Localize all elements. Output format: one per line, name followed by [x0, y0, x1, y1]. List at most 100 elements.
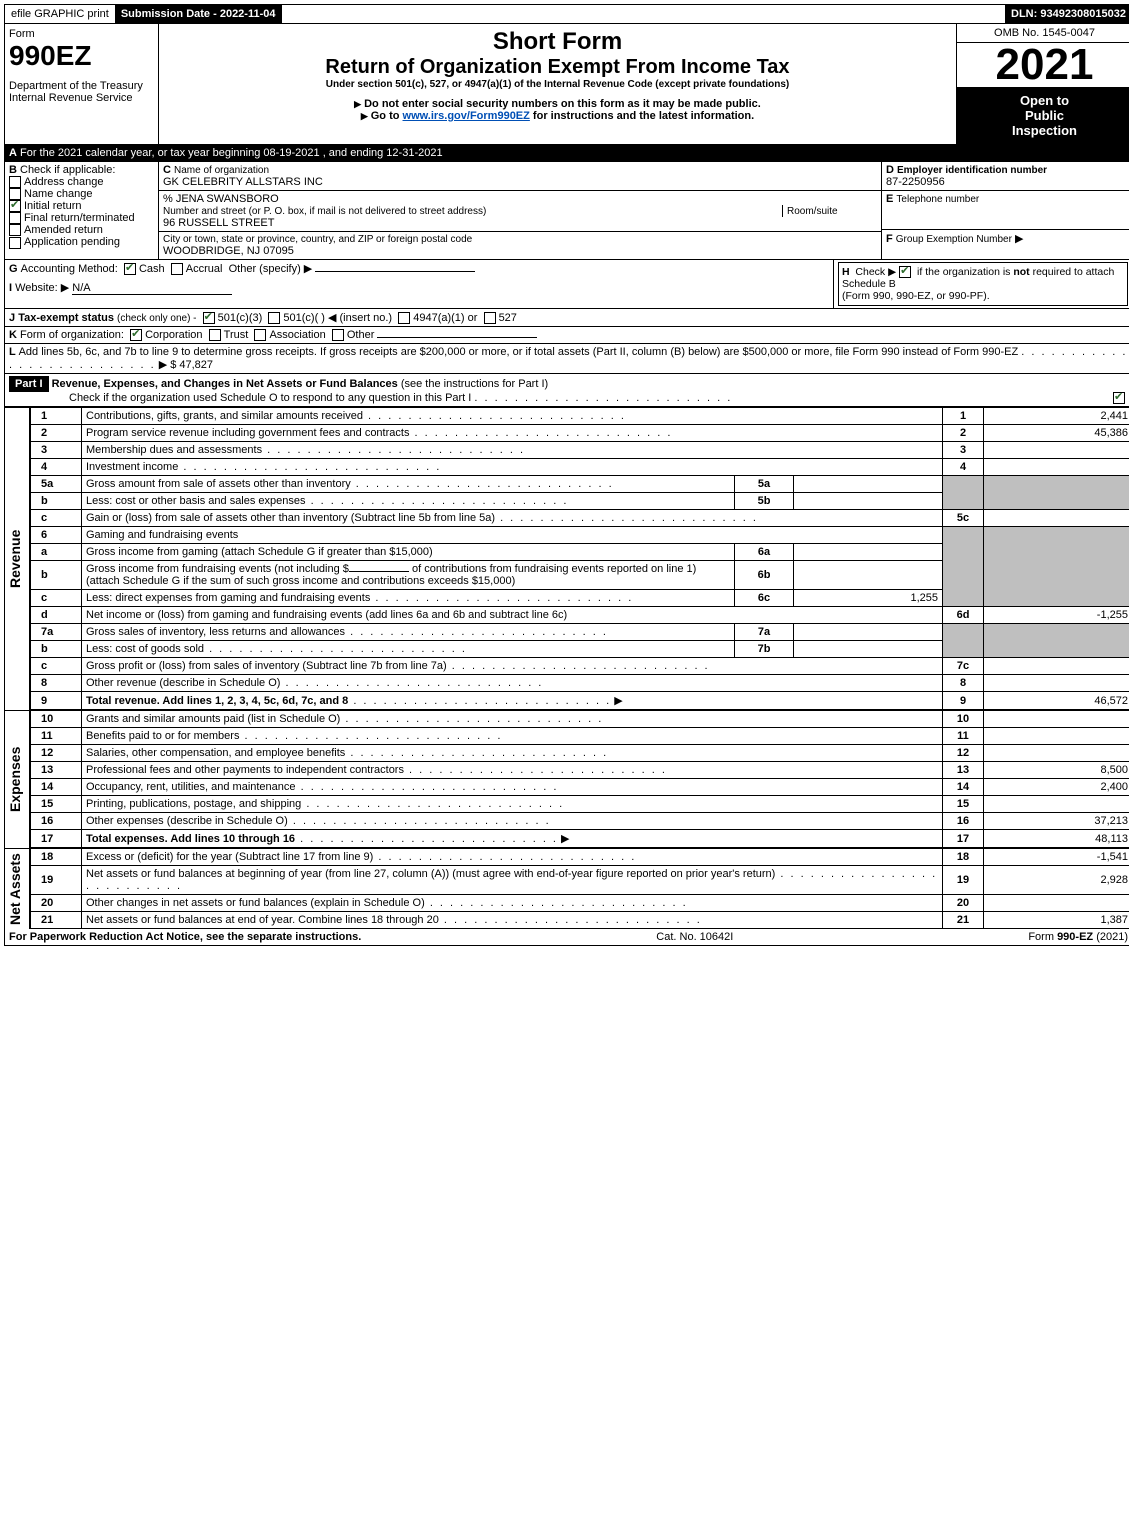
l6-shaded-num: [943, 527, 984, 607]
part1-badge: Part I: [9, 376, 49, 392]
l13-val: 8,500: [984, 762, 1129, 779]
j-4947[interactable]: 4947(a)(1) or: [413, 312, 477, 324]
line-l: L Add lines 5b, 6c, and 7b to line 9 to …: [4, 344, 1129, 374]
top-bar: efile GRAPHIC print Submission Date - 20…: [4, 4, 1129, 24]
l7b-box: 7b: [735, 641, 794, 658]
form-header: Form 990EZ Department of the Treasury In…: [4, 24, 1129, 145]
h-checkbox[interactable]: [899, 266, 911, 278]
g-other[interactable]: Other (specify) ▶: [229, 263, 313, 275]
l6a-boxval: [794, 544, 943, 561]
l17-val: 48,113: [984, 830, 1129, 848]
netassets-section: Net Assets 18 Excess or (deficit) for th…: [4, 848, 1129, 929]
l20-no: 20: [31, 895, 82, 912]
l7-shaded-num: [943, 624, 984, 658]
l9-num: 9: [943, 692, 984, 710]
street: 96 RUSSELL STREET: [163, 217, 877, 229]
l1-no: 1: [31, 408, 82, 425]
l10-val: [984, 711, 1129, 728]
k-assoc[interactable]: Association: [269, 329, 325, 341]
g-cash[interactable]: Cash: [139, 263, 165, 275]
l16-val: 37,213: [984, 813, 1129, 830]
l12-desc: Salaries, other compensation, and employ…: [86, 747, 345, 759]
l7b-boxval: [794, 641, 943, 658]
l16-desc: Other expenses (describe in Schedule O): [86, 815, 288, 827]
g-accrual[interactable]: Accrual: [186, 263, 223, 275]
street-label: Number and street (or P. O. box, if mail…: [163, 206, 486, 217]
l21-no: 21: [31, 912, 82, 929]
l21-num: 21: [943, 912, 984, 929]
b-opt-address[interactable]: Address change: [24, 176, 104, 188]
l7b-desc: Less: cost of goods sold: [86, 643, 204, 655]
l5c-val: [984, 510, 1129, 527]
part1-title: Revenue, Expenses, and Changes in Net As…: [52, 378, 398, 390]
l5-shaded-num: [943, 476, 984, 510]
l6d-val: -1,255: [984, 607, 1129, 624]
j-501c[interactable]: 501(c)( ) ◀ (insert no.): [283, 312, 392, 324]
l3-desc: Membership dues and assessments: [86, 444, 262, 456]
k-corp[interactable]: Corporation: [145, 329, 202, 341]
l7a-boxval: [794, 624, 943, 641]
l5a-no: 5a: [31, 476, 82, 493]
j-501c3[interactable]: 501(c)(3): [218, 312, 263, 324]
d-label: Employer identification number: [897, 165, 1047, 176]
l6c-box: 6c: [735, 590, 794, 607]
header-left: Form 990EZ Department of the Treasury In…: [5, 24, 159, 144]
l18-no: 18: [31, 849, 82, 866]
ssn-warning-text: Do not enter social security numbers on …: [364, 98, 761, 110]
part1-check-note: Check if the organization used Schedule …: [69, 392, 471, 404]
l18-val: -1,541: [984, 849, 1129, 866]
b-opt-final[interactable]: Final return/terminated: [24, 212, 135, 224]
l20-num: 20: [943, 895, 984, 912]
b-opt-amended[interactable]: Amended return: [24, 224, 103, 236]
l7b-no: b: [31, 641, 82, 658]
g-label: Accounting Method:: [21, 263, 118, 275]
l9-desc: Total revenue. Add lines 1, 2, 3, 4, 5c,…: [86, 695, 348, 707]
l19-num: 19: [943, 866, 984, 895]
header-right: OMB No. 1545-0047 2021 Open to Public In…: [956, 24, 1129, 144]
short-form-title: Short Form: [163, 28, 952, 56]
l5b-no: b: [31, 493, 82, 510]
efile-label: efile GRAPHIC print: [5, 5, 115, 23]
l5-shaded-val: [984, 476, 1129, 510]
l17-desc: Total expenses. Add lines 10 through 16: [86, 833, 295, 845]
form-number: 990EZ: [9, 40, 154, 72]
k-other[interactable]: Other: [347, 329, 375, 341]
l6c-boxval: 1,255: [794, 590, 943, 607]
submission-date: Submission Date - 2022-11-04: [115, 5, 282, 23]
entity-block: B Check if applicable: Address change Na…: [4, 162, 1129, 260]
l10-desc: Grants and similar amounts paid (list in…: [86, 713, 340, 725]
line-a-text: For the 2021 calendar year, or tax year …: [20, 147, 443, 159]
top-spacer: [282, 5, 1006, 23]
l7c-val: [984, 658, 1129, 675]
goto-link[interactable]: www.irs.gov/Form990EZ: [403, 110, 530, 122]
l11-val: [984, 728, 1129, 745]
l15-num: 15: [943, 796, 984, 813]
b-opt-initial[interactable]: Initial return: [24, 200, 81, 212]
l8-desc: Other revenue (describe in Schedule O): [86, 677, 280, 689]
l14-desc: Occupancy, rent, utilities, and maintena…: [86, 781, 296, 793]
city-label: City or town, state or province, country…: [163, 234, 877, 245]
l6b-boxval: [794, 561, 943, 590]
l6d-desc: Net income or (loss) from gaming and fun…: [86, 609, 567, 621]
l11-no: 11: [31, 728, 82, 745]
part1-schedule-o-check[interactable]: [1113, 392, 1125, 404]
b-opt-name[interactable]: Name change: [24, 188, 93, 200]
l2-desc: Program service revenue including govern…: [86, 427, 409, 439]
l2-val: 45,386: [984, 425, 1129, 442]
l6-desc: Gaming and fundraising events: [86, 529, 238, 541]
k-trust[interactable]: Trust: [224, 329, 249, 341]
l15-no: 15: [31, 796, 82, 813]
line-k: K Form of organization: Corporation Trus…: [4, 327, 1129, 344]
l1-num: 1: [943, 408, 984, 425]
l16-no: 16: [31, 813, 82, 830]
l8-val: [984, 675, 1129, 692]
l9-no: 9: [31, 692, 82, 710]
b-opt-pending[interactable]: Application pending: [24, 236, 120, 248]
website: N/A: [72, 282, 232, 295]
l18-desc: Excess or (deficit) for the year (Subtra…: [86, 851, 373, 863]
l7a-box: 7a: [735, 624, 794, 641]
l13-no: 13: [31, 762, 82, 779]
form-word: Form: [9, 28, 154, 40]
h-post3: (Form 990, 990-EZ, or 990-PF).: [842, 290, 990, 302]
j-527[interactable]: 527: [499, 312, 517, 324]
